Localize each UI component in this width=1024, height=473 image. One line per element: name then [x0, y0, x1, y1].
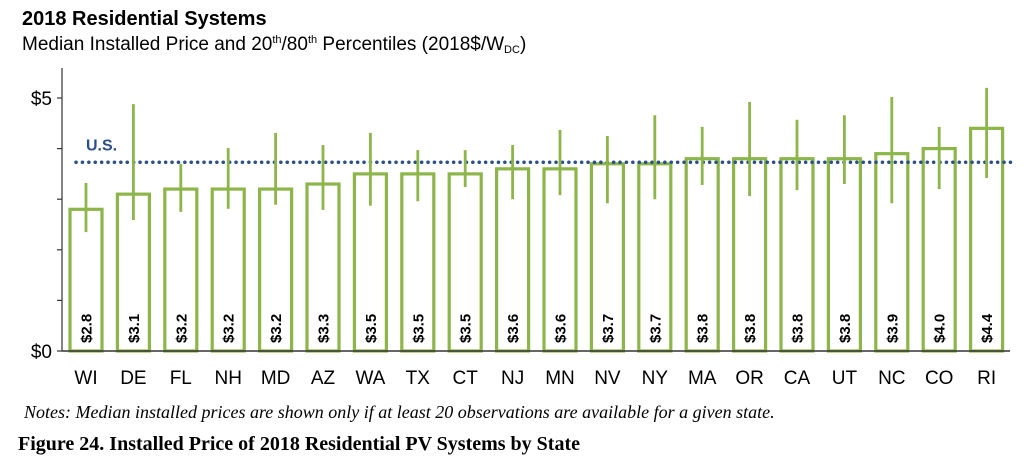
data-label: $3.8 — [695, 314, 712, 343]
data-label: $3.9 — [884, 314, 901, 343]
bar — [447, 172, 483, 353]
chart-subtitle: Median Installed Price and 20th/80th Per… — [22, 34, 527, 56]
x-tick-label: FL — [170, 368, 192, 389]
data-label: $4.0 — [932, 314, 949, 343]
bar — [779, 157, 815, 353]
x-tick-label: DE — [120, 368, 146, 389]
y-tick-label: $5 — [31, 89, 52, 110]
data-label: $3.8 — [742, 314, 759, 343]
x-tick-label: MN — [545, 368, 575, 389]
x-tick-label: UT — [832, 368, 858, 389]
x-tick-label: WA — [355, 368, 385, 389]
x-tick-label: CA — [784, 368, 811, 389]
x-tick-label: NY — [642, 368, 669, 389]
data-label: $3.5 — [363, 314, 380, 343]
data-label: $3.6 — [505, 314, 522, 343]
x-tick-label: RI — [977, 368, 996, 389]
x-tick-label: NH — [214, 368, 241, 389]
data-label: $3.3 — [316, 314, 333, 343]
chart-notes: Notes: Median installed prices are shown… — [24, 402, 775, 422]
x-tick-label: MA — [688, 368, 717, 389]
chart-title: 2018 Residential Systems — [22, 8, 267, 30]
data-label: $3.5 — [410, 314, 427, 343]
data-label: $3.2 — [268, 314, 285, 343]
x-tick-label: AZ — [311, 368, 336, 389]
figure-caption: Figure 24. Installed Price of 2018 Resid… — [18, 433, 581, 455]
data-label: $3.2 — [221, 314, 238, 343]
data-label: $3.7 — [600, 314, 617, 343]
x-tick-label: NC — [878, 368, 905, 389]
data-label: $3.1 — [126, 314, 143, 343]
data-label: $3.2 — [173, 314, 190, 343]
data-label: $2.8 — [79, 314, 96, 343]
us-reference-label: U.S. — [86, 137, 117, 154]
x-tick-label: WI — [74, 368, 97, 389]
x-tick-label: CT — [453, 368, 479, 389]
data-label: $3.6 — [553, 314, 570, 343]
x-tick-label: NV — [594, 368, 621, 389]
x-tick-label: NJ — [501, 368, 524, 389]
data-label: $3.8 — [790, 314, 807, 343]
bar-chart: $0 $5 U.S. $2.8 WI $3.1 DE $3.2 FL $3.2 NH $3.2 MD $3… — [31, 68, 1016, 389]
data-label: $4.4 — [979, 313, 996, 343]
data-label: $3.7 — [647, 314, 664, 343]
x-tick-label: MD — [261, 368, 291, 389]
y-tick-label: $0 — [31, 342, 52, 363]
data-label: $3.5 — [458, 314, 475, 343]
x-tick-label: CO — [925, 368, 954, 389]
x-tick-label: OR — [735, 368, 764, 389]
x-tick-label: TX — [406, 368, 431, 389]
data-label: $3.8 — [837, 314, 854, 343]
bar — [305, 182, 341, 353]
